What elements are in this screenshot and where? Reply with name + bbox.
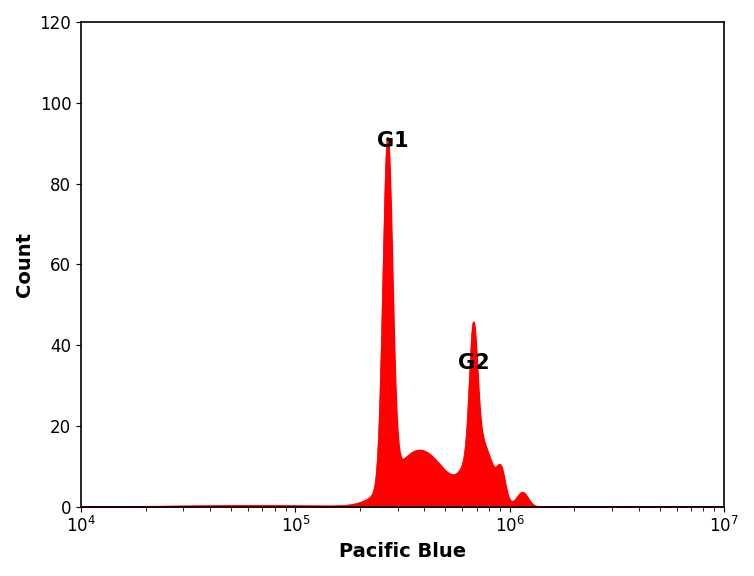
Y-axis label: Count: Count xyxy=(15,232,34,297)
X-axis label: Pacific Blue: Pacific Blue xyxy=(339,542,466,561)
Text: G2: G2 xyxy=(458,353,489,373)
Text: G1: G1 xyxy=(377,131,409,151)
